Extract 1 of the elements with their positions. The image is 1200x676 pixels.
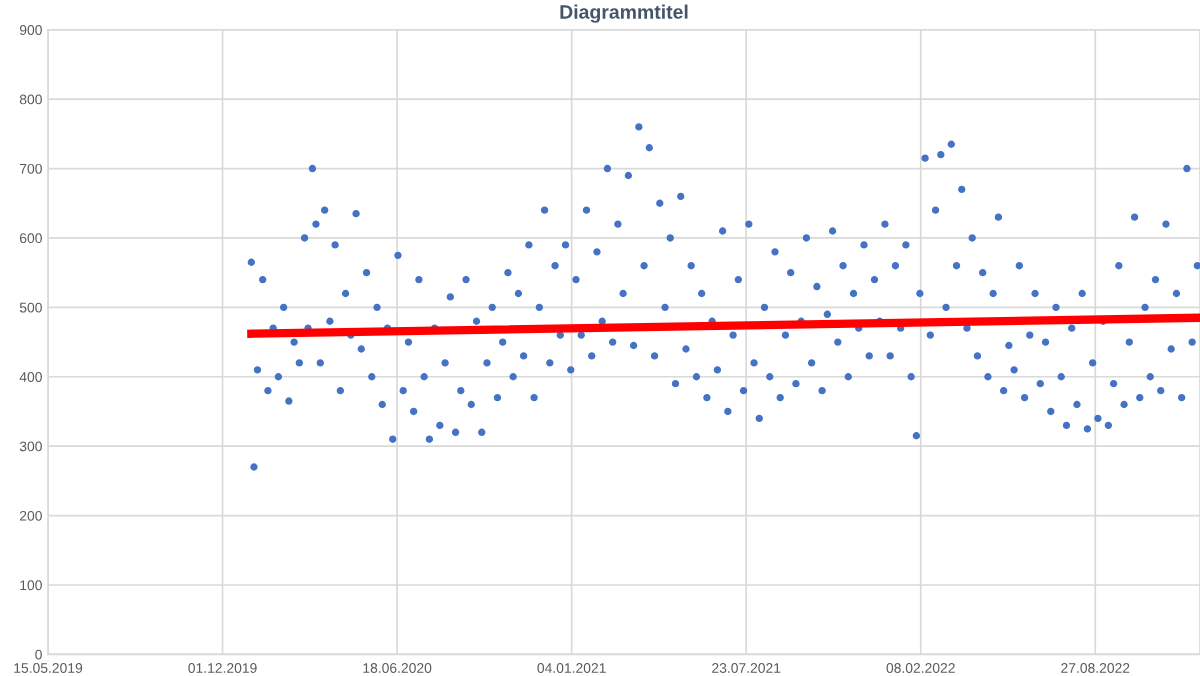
chart-title: Diagrammtitel: [560, 4, 688, 23]
